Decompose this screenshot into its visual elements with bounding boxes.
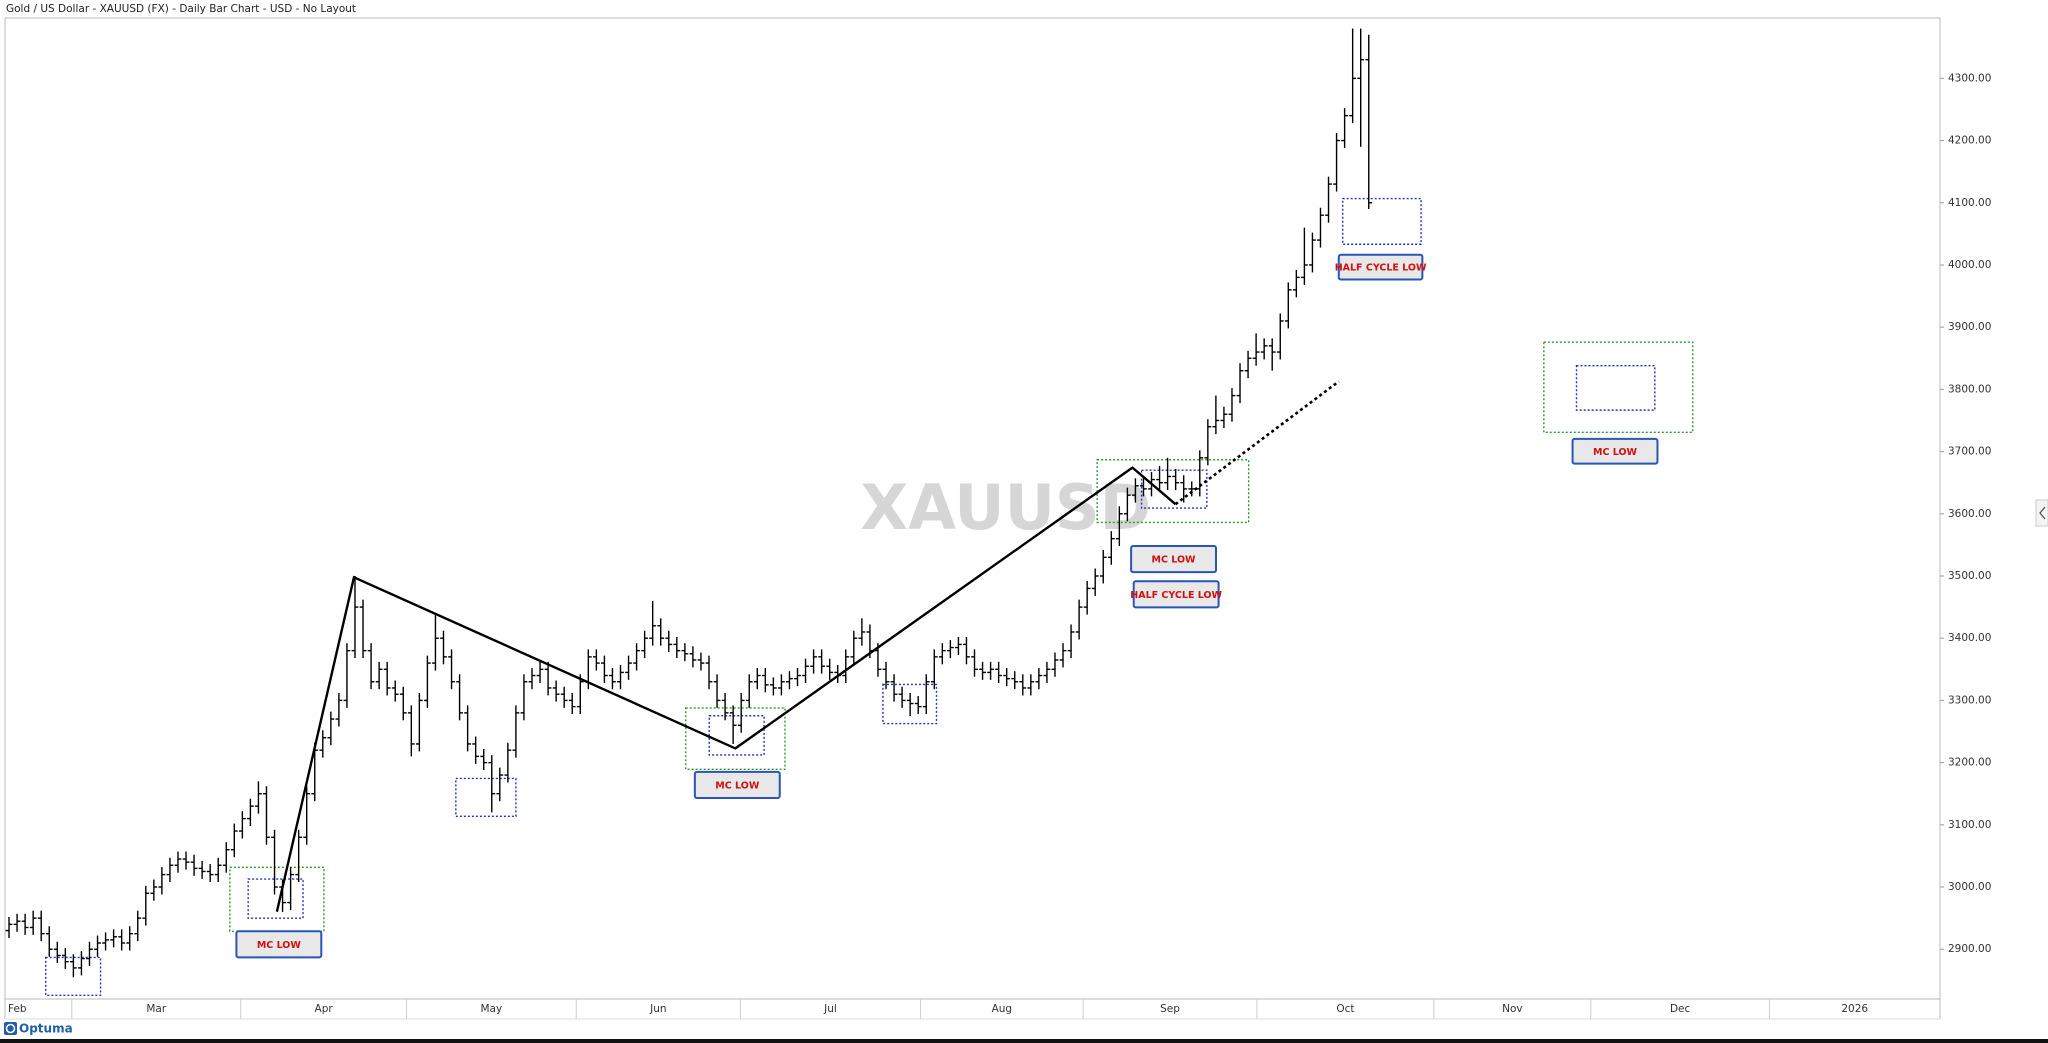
logo-icon-ring	[5, 1023, 16, 1034]
annotation-box	[1337, 253, 1424, 281]
low-zone	[455, 777, 517, 818]
annotation-label: MC LOW	[1152, 555, 1197, 566]
low-zone	[1575, 365, 1656, 411]
x-tick-label: Nov	[1502, 1003, 1523, 1015]
chart-header: Gold / US Dollar - XAUUSD (FX) - Daily B…	[6, 3, 356, 15]
annotation-box	[1132, 580, 1220, 609]
y-tick-label: 4200.00	[1948, 135, 1991, 147]
y-tick-label: 3100.00	[1948, 819, 1991, 831]
price-bars	[5, 28, 1373, 978]
y-tick-label: 2900.00	[1948, 943, 1991, 955]
annotation-label: HALF CYCLE LOW	[1335, 263, 1427, 274]
x-tick-label: Dec	[1670, 1003, 1691, 1015]
logo-text: Optuma	[19, 1022, 73, 1036]
x-tick-label: Oct	[1336, 1003, 1354, 1015]
y-tick-label: 4300.00	[1948, 72, 1991, 84]
x-tick-label: Jul	[823, 1003, 837, 1015]
y-tick-label: 3600.00	[1948, 508, 1991, 520]
y-tick-label: 3900.00	[1948, 321, 1991, 333]
low-zone	[882, 683, 938, 725]
low-zone	[708, 715, 765, 756]
annotation-box	[693, 770, 781, 800]
y-tick-label: 3700.00	[1948, 446, 1991, 458]
y-tick-label: 3500.00	[1948, 570, 1991, 582]
side-panel-arrow	[2039, 506, 2046, 520]
y-tick-label: 3300.00	[1948, 694, 1991, 706]
y-tick-label: 3200.00	[1948, 757, 1991, 769]
x-tick-label: 2026	[1841, 1003, 1868, 1015]
low-zone	[1341, 197, 1422, 245]
x-tick-label: Feb	[8, 1003, 27, 1015]
y-tick-label: 3800.00	[1948, 383, 1991, 395]
y-tick-label: 4100.00	[1948, 197, 1991, 209]
projection-line	[1174, 380, 1340, 506]
watermark: XAUUSD	[860, 471, 1151, 544]
low-zone	[45, 956, 102, 996]
annotation-box	[1130, 544, 1218, 574]
annotation-box	[235, 930, 323, 959]
x-tick-label: Jun	[649, 1003, 666, 1015]
annotation-label: HALF CYCLE LOW	[1130, 590, 1222, 601]
x-tick-label: May	[481, 1003, 503, 1015]
x-tick-label: Sep	[1160, 1003, 1180, 1015]
trend-line	[275, 466, 1177, 912]
low-zone	[1140, 469, 1208, 509]
footer: Optuma	[0, 1022, 2048, 1043]
annotation-box	[1571, 437, 1659, 465]
low-zone	[247, 878, 304, 919]
x-tick-label: Apr	[315, 1003, 334, 1015]
y-tick-label: 3400.00	[1948, 632, 1991, 644]
y-tick-label: 4000.00	[1948, 259, 1991, 271]
x-tick-label: Aug	[992, 1003, 1013, 1015]
side-panel-tab[interactable]	[2035, 499, 2048, 527]
annotation-label: MC LOW	[715, 780, 760, 791]
annotation-label: MC LOW	[1593, 447, 1638, 458]
y-tick-label: 3000.00	[1948, 881, 1991, 893]
x-tick-label: Mar	[146, 1003, 166, 1015]
annotation-label: MC LOW	[257, 940, 302, 951]
bottom-bar	[0, 1039, 2048, 1043]
cycle-zone	[1543, 341, 1694, 434]
cycle-zone	[685, 707, 786, 771]
